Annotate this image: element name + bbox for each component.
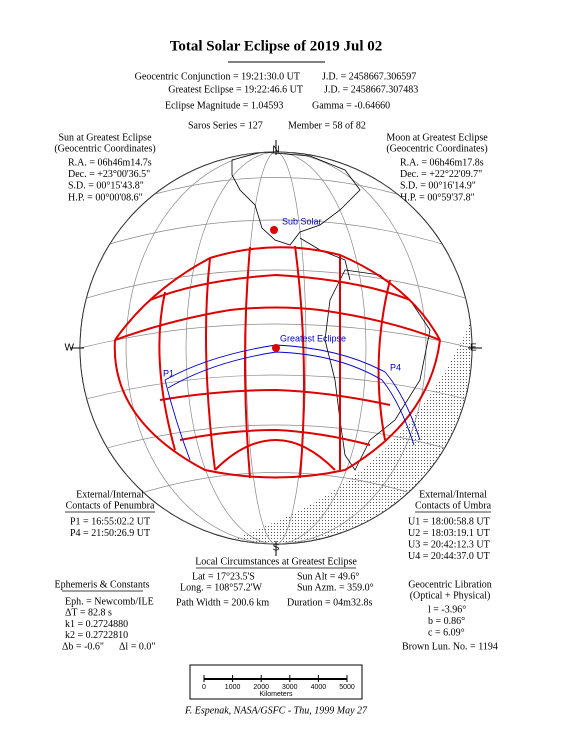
local-lat: Lat = 17°23.5'S <box>192 571 255 582</box>
penumbra-subtitle: Contacts of Penumbra <box>66 500 155 511</box>
east: E <box>470 343 477 354</box>
info-line: l = -3.96° <box>428 604 466 615</box>
greatest-jd: J.D. = 2458667.307483 <box>324 84 418 95</box>
info-line: Dec. = +23°00'36.5" <box>68 169 150 180</box>
saros: Saros Series = 127 <box>188 120 263 131</box>
p1-label: P1 <box>163 368 174 378</box>
info-line: U3 = 20:42:12.3 UT <box>408 539 490 550</box>
info-line: ΔT = 82.8 s <box>65 608 112 619</box>
p4-label: P4 <box>390 362 401 372</box>
local-sun-alt: Sun Alt = 49.6° <box>297 571 359 582</box>
moon-subtitle: (Geocentric Coordinates) <box>386 143 487 154</box>
scale-ticks: 0 1000 2000 3000 4000 5000 <box>202 675 355 691</box>
greatest-eclipse-label: Greatest Eclipse <box>280 333 346 343</box>
greatest: Greatest Eclipse = 19:22:46.6 UT <box>168 84 303 95</box>
info-line: k1 = 0.2724880 <box>65 619 128 630</box>
info-line: U2 = 18:03:19.1 UT <box>408 528 490 539</box>
info-line: b = 0.86° <box>428 616 465 627</box>
north: N <box>272 145 279 156</box>
scale-tick-label: 1000 <box>225 684 241 691</box>
local-duration: Duration = 04m32.8s <box>287 597 372 608</box>
scale-tick-label: 4000 <box>311 684 327 691</box>
footer: F. Espenak, NASA/GSFC - Thu, 1999 May 27 <box>184 705 368 716</box>
libration-title: Geocentric Libration <box>408 579 492 590</box>
local-sun-azm: Sun Azm. = 359.0° <box>297 582 374 593</box>
sun-subtitle: (Geocentric Coordinates) <box>54 143 155 154</box>
penumbra-title: External/Internal <box>76 489 144 500</box>
title: Total Solar Eclipse of 2019 Jul 02 <box>170 38 383 54</box>
local-long: Long. = 108°57.2'W <box>180 582 263 593</box>
info-line: Dec. = +22°22'09.7" <box>400 169 482 180</box>
info-line: Eph. = Newcomb/ILE <box>65 596 154 607</box>
info-line: k2 = 0.2722810 <box>65 630 128 641</box>
info-line: S.D. = 00°15'43.8" <box>68 181 144 192</box>
gamma: Gamma = -0.64660 <box>312 100 390 111</box>
conjunction: Geocentric Conjunction = 19:21:30.0 UT <box>135 71 300 82</box>
umbra-title: External/Internal <box>419 489 487 500</box>
libration-subtitle: (Optical + Physical) <box>410 590 491 601</box>
moon-title: Moon at Greatest Eclipse <box>386 132 488 143</box>
local-title: Local Circumstances at Greatest Eclipse <box>195 556 357 567</box>
conjunction-jd: J.D. = 2458667.306597 <box>322 71 416 82</box>
scale-unit: Kilometers <box>259 691 293 698</box>
umbra-subtitle: Contacts of Umbra <box>415 500 492 511</box>
local-path-width: Path Width = 200.6 km <box>176 597 269 608</box>
info-line: R.A. = 06h46m17.8s <box>400 157 484 168</box>
info-line: R.A. = 06h46m14.7s <box>68 157 152 168</box>
info-line: P4 = 21:50:26.9 UT <box>70 528 150 539</box>
ephemeris-title: Ephemeris & Constants <box>55 579 150 590</box>
info-line: U4 = 20:44:37.0 UT <box>408 551 490 562</box>
delta-b: Δb = -0.6" <box>62 641 104 652</box>
scale-box <box>189 664 363 700</box>
brown-lunation: Brown Lun. No. = 1194 <box>402 641 498 652</box>
sun-title: Sun at Greatest Eclipse <box>58 132 152 143</box>
west: W <box>65 343 75 354</box>
info-line: H.P. = 00°00'08.6" <box>68 192 143 203</box>
globe <box>70 140 482 556</box>
scale-tick-label: 3000 <box>282 684 298 691</box>
scale-tick-label: 2000 <box>253 684 269 691</box>
delta-l: Δl = 0.0" <box>119 641 155 652</box>
info-line: H.P. = 00°59'37.8" <box>400 192 475 203</box>
magnitude: Eclipse Magnitude = 1.04593 <box>165 100 283 111</box>
scale-tick-label: 5000 <box>339 684 355 691</box>
sub-solar: Sub Solar <box>282 216 322 226</box>
member: Member = 58 of 82 <box>288 120 366 131</box>
info-line: U1 = 18:00:58.8 UT <box>408 516 490 527</box>
libration-lines: l = -3.96°b = 0.86°c = 6.09° <box>428 604 466 638</box>
info-line: c = 6.09° <box>428 627 465 638</box>
south: S <box>273 543 280 554</box>
info-line: P1 = 16:55:02.2 UT <box>70 516 150 527</box>
scale-tick-label: 0 <box>202 684 206 691</box>
info-line: S.D. = 00°16'14.9" <box>400 181 476 192</box>
